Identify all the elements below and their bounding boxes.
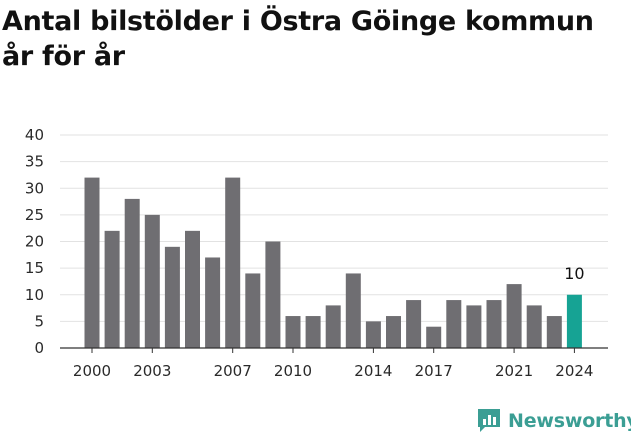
bar-2019	[466, 305, 482, 348]
y-tick-label: 5	[34, 312, 44, 330]
bar-2002	[124, 198, 140, 348]
chart-title-line-1: Antal bilstölder i Östra Göinge kommun	[2, 6, 594, 37]
y-tick-label: 30	[25, 179, 44, 197]
axes	[60, 347, 608, 353]
x-tick-label: 2007	[214, 362, 252, 380]
y-tick-label: 35	[25, 153, 44, 171]
bar-2010	[285, 316, 301, 348]
bar-chart-speech-bubble-icon	[478, 409, 500, 432]
y-tick-label: 0	[34, 339, 44, 357]
bar-2013	[345, 273, 361, 348]
bar-2004	[164, 246, 180, 348]
x-tick-label: 2024	[555, 362, 593, 380]
y-tick-label: 20	[25, 233, 44, 251]
bar-2023	[546, 316, 562, 348]
bar-2003	[144, 214, 160, 348]
bar-2024	[566, 294, 582, 348]
bar-2021	[506, 284, 522, 348]
x-tick-label: 2010	[274, 362, 312, 380]
bar-2017	[426, 326, 442, 348]
bar-2012	[325, 305, 341, 348]
bar-2009	[265, 241, 281, 348]
x-tick-label: 2017	[415, 362, 453, 380]
bar-2000	[84, 177, 100, 348]
y-tick-label: 10	[25, 286, 44, 304]
bar-2016	[406, 300, 422, 348]
bar-2020	[486, 300, 502, 348]
x-tick-label: 2003	[133, 362, 171, 380]
newsworthy-logo: Newsworthy	[476, 408, 631, 434]
bar-2006	[205, 257, 221, 348]
bar-2015	[386, 316, 401, 348]
y-tick-label: 25	[25, 206, 44, 224]
bar-2022	[526, 305, 542, 348]
chart-title-line-2: år för år	[2, 41, 125, 72]
labels: 0 5 10 15 20 25 30 35 40 10 2000 2003 2007 2010 2014 20…	[25, 126, 594, 380]
bars	[84, 177, 582, 348]
bar-2007	[225, 177, 241, 348]
bar-2014	[365, 321, 381, 348]
highlight-value-label: 10	[564, 264, 584, 283]
x-tick-label: 2000	[73, 362, 111, 380]
bar-2005	[185, 230, 200, 348]
y-tick-label: 15	[25, 259, 44, 277]
grid-lines	[60, 134, 608, 322]
x-tick-label: 2021	[495, 362, 533, 380]
logo-text: Newsworthy	[508, 410, 631, 432]
y-tick-label: 40	[25, 126, 44, 144]
chart-title: Antal bilstölder i Östra Göinge kommun å…	[2, 4, 627, 74]
x-tick-label: 2014	[354, 362, 392, 380]
bar-2011	[305, 316, 321, 348]
bar-2008	[245, 273, 261, 348]
bar-2001	[104, 230, 120, 348]
bar-2018	[446, 300, 462, 348]
